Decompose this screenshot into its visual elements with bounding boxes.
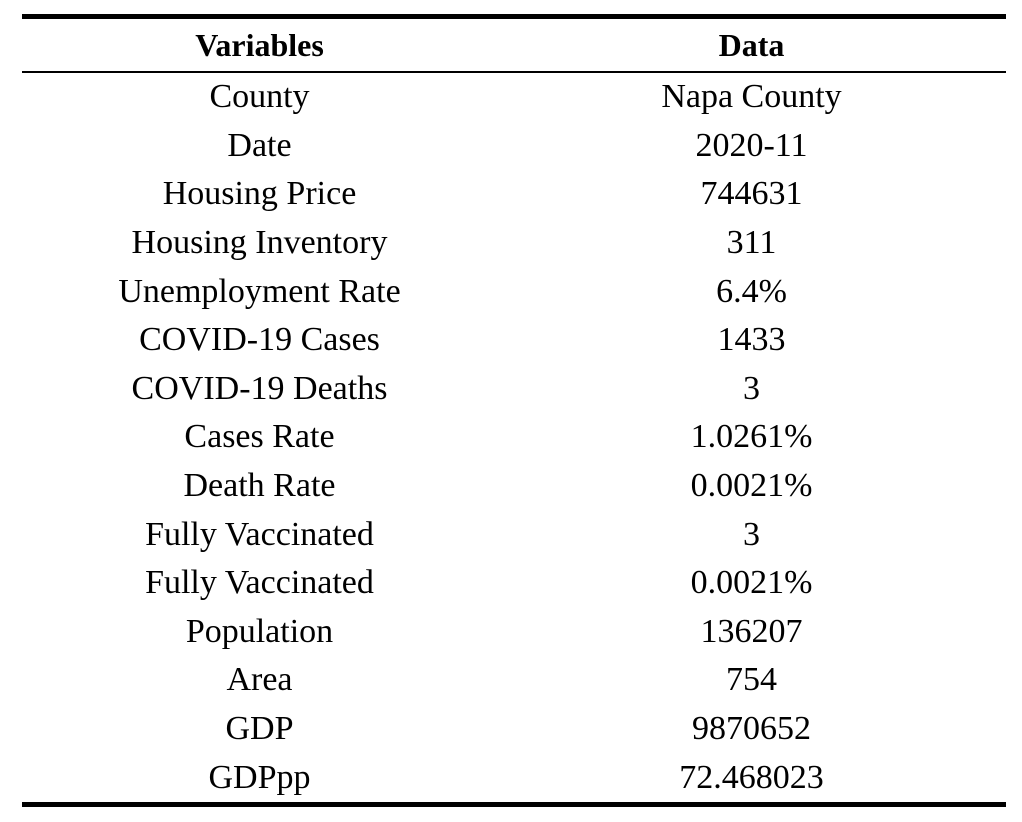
variable-cell: GDP: [225, 710, 294, 748]
header-data: Data: [718, 26, 785, 63]
table-row: Cases Rate 1.0261%: [22, 413, 1006, 462]
value-cell: 6.4%: [716, 272, 787, 310]
value-cell: 136207: [700, 612, 803, 650]
variable-cell: Housing Inventory: [131, 224, 388, 262]
header-row: Variables Data: [22, 16, 1006, 72]
table-row: Population 136207: [22, 608, 1006, 657]
value-cell: 0.0021%: [690, 467, 813, 505]
value-cell: 311: [726, 224, 777, 262]
table-row: Date 2020-11: [22, 122, 1006, 171]
table-row: COVID-19 Cases 1433: [22, 316, 1006, 365]
table-row: Fully Vaccinated 3: [22, 510, 1006, 559]
variable-cell: Population: [185, 612, 334, 650]
variable-cell: Death Rate: [183, 467, 336, 505]
table-row: Area 754: [22, 656, 1006, 705]
value-cell: 3: [743, 515, 760, 553]
table-row: Death Rate 0.0021%: [22, 462, 1006, 511]
table-row: COVID-19 Deaths 3: [22, 365, 1006, 414]
table-row: Fully Vaccinated 0.0021%: [22, 559, 1006, 608]
table-row: Housing Price 744631: [22, 170, 1006, 219]
variable-cell: Unemployment Rate: [118, 272, 401, 310]
value-cell: Napa County: [661, 78, 842, 116]
variable-cell: Fully Vaccinated: [145, 564, 374, 602]
value-cell: 9870652: [692, 710, 811, 748]
variable-cell: Date: [227, 126, 292, 164]
variable-cell: Cases Rate: [184, 418, 335, 456]
value-cell: 72.468023: [679, 758, 824, 796]
table-row: Unemployment Rate 6.4%: [22, 267, 1006, 316]
value-cell: 744631: [700, 175, 803, 213]
value-cell: 1.0261%: [690, 418, 813, 456]
variable-cell: GDPpp: [208, 758, 311, 796]
table-row: Housing Inventory 311: [22, 219, 1006, 268]
value-cell: 2020-11: [695, 126, 808, 164]
variable-cell: COVID-19 Deaths: [131, 369, 388, 407]
data-table-container: Variables Data County Napa County Date 2…: [22, 14, 1006, 807]
table-row: GDPpp 72.468023: [22, 753, 1006, 805]
variable-cell: Fully Vaccinated: [145, 515, 374, 553]
variable-cell: County: [209, 78, 310, 116]
value-cell: 3: [743, 369, 760, 407]
value-cell: 1433: [717, 321, 786, 359]
table-body: County Napa County Date 2020-11 Housing …: [22, 72, 1006, 805]
value-cell: 0.0021%: [690, 564, 813, 602]
variable-cell: Housing Price: [162, 175, 357, 213]
table-row: County Napa County: [22, 72, 1006, 122]
variable-cell: COVID-19 Cases: [139, 321, 380, 359]
table-row: GDP 9870652: [22, 705, 1006, 754]
variable-cell: Area: [226, 661, 293, 699]
data-table: Variables Data County Napa County Date 2…: [22, 14, 1006, 807]
table-header: Variables Data: [22, 16, 1006, 72]
header-variables: Variables: [195, 26, 324, 63]
value-cell: 754: [726, 661, 777, 699]
